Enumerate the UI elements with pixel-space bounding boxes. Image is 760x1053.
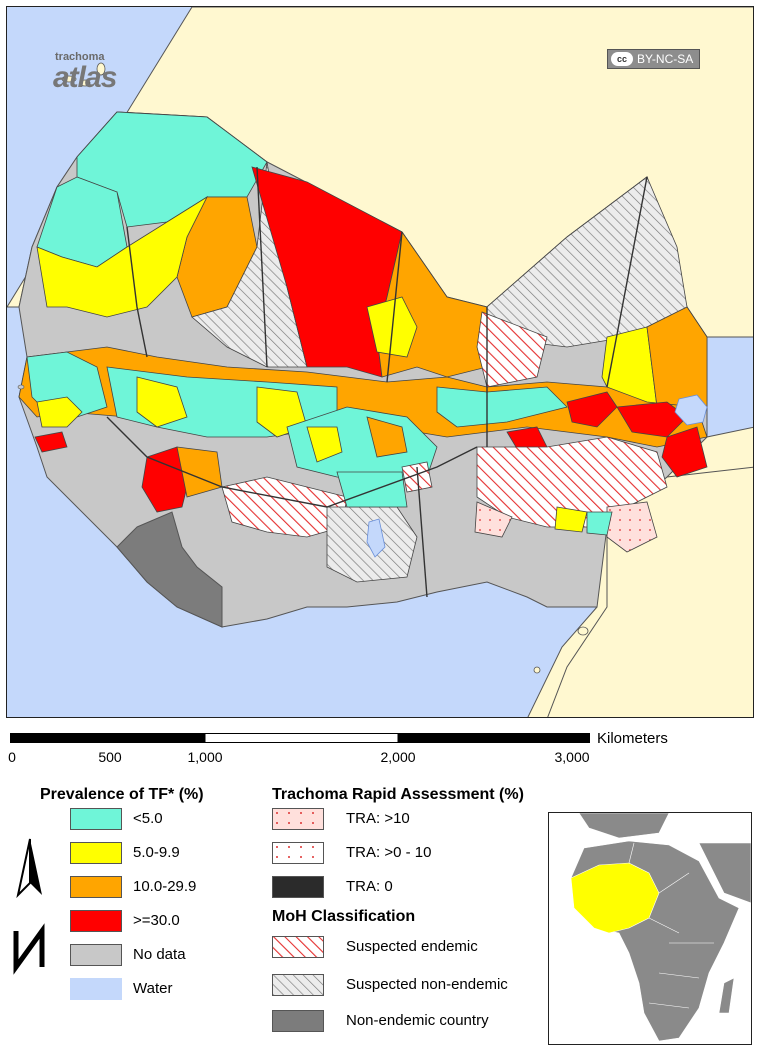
region-ghana-cyan xyxy=(336,471,408,508)
region-nigeria-yellow xyxy=(554,506,588,533)
legend-tf-10-29: 10.0-29.9 xyxy=(133,878,197,895)
legend-tf-no-data: No data xyxy=(133,946,186,963)
license-badge[interactable]: cc BY-NC-SA xyxy=(607,49,701,69)
swatch-5-9 xyxy=(70,842,122,864)
scale-tick-0: 0 xyxy=(8,749,16,765)
region-senegal-yellow xyxy=(36,396,83,428)
region-nigeria-red-3 xyxy=(661,426,708,478)
lake-volta xyxy=(366,518,386,558)
logo-atlas: atlas xyxy=(53,61,117,94)
scale-tick-2000: 2,000 xyxy=(380,749,416,765)
legend-tra-0-10: TRA: >0 - 10 xyxy=(346,844,432,861)
swatch-tra-0-10 xyxy=(272,842,324,864)
legend-tf-gte30: >=30.0 xyxy=(133,912,180,929)
region-nigeria-red-2 xyxy=(616,401,688,438)
scale-tick-500: 500 xyxy=(98,749,122,765)
swatch-water xyxy=(70,978,122,1000)
legend-moh-suspected-endemic: Suspected endemic xyxy=(346,938,478,955)
region-guinea-coast-red xyxy=(34,431,68,453)
region-niger-south-cyan xyxy=(436,386,568,428)
region-mali-south-yellow xyxy=(136,376,188,428)
cc-icon: cc xyxy=(611,52,633,66)
swatch-suspected-endemic xyxy=(272,936,324,958)
non-endemic-liberia xyxy=(116,511,223,628)
region-burkina-yellow xyxy=(306,426,343,463)
region-mauritania-south xyxy=(36,195,208,318)
scale-bar xyxy=(10,733,590,743)
map-frame[interactable]: trachoma atlas cc BY-NC-SA xyxy=(6,6,754,718)
legend-moh-non-endemic-country: Non-endemic country xyxy=(346,1012,489,1029)
gulf-islands xyxy=(533,626,589,674)
swatch-tra-0 xyxy=(272,876,324,898)
cape-verde xyxy=(17,384,25,390)
region-nigeria-red-1 xyxy=(566,391,618,428)
legend-tf-5-9: 5.0-9.9 xyxy=(133,844,180,861)
swatch-10-29 xyxy=(70,876,122,898)
legend-tra-0: TRA: 0 xyxy=(346,878,393,895)
canary-islands xyxy=(61,62,106,87)
inset-africa xyxy=(549,813,751,1044)
legend-tf-title: Prevalence of TF* (%) xyxy=(40,786,204,803)
north-arrow-icon xyxy=(13,838,45,975)
country-borders xyxy=(106,166,648,598)
swatch-no-data xyxy=(70,944,122,966)
swatch-gte30 xyxy=(70,910,122,932)
swatch-suspected-non-endemic xyxy=(272,974,324,996)
inset-map xyxy=(548,812,752,1045)
region-nigeria-cyan xyxy=(586,511,613,536)
scale-unit: Kilometers xyxy=(597,730,668,747)
region-niger-agadez-hatch xyxy=(476,311,548,388)
scale-tick-1000: 1,000 xyxy=(187,749,223,765)
legend-tra-title: Trachoma Rapid Assessment (%) xyxy=(272,786,524,803)
lake-chad xyxy=(674,394,708,426)
license-text: BY-NC-SA xyxy=(637,52,694,66)
legend-tra-gt10: TRA: >10 xyxy=(346,810,410,827)
legend-tf-lt5: <5.0 xyxy=(133,810,163,827)
legend-tf-water: Water xyxy=(133,980,173,997)
region-benin-hatch xyxy=(401,461,433,493)
legend-moh-suspected-non-endemic: Suspected non-endemic xyxy=(346,976,508,993)
map-canvas[interactable] xyxy=(7,7,754,718)
logo-trachoma: trachoma xyxy=(55,51,105,63)
swatch-lt5 xyxy=(70,808,122,830)
swatch-tra-gt10 xyxy=(272,808,324,830)
region-burkina-orange xyxy=(366,416,408,458)
swatch-non-endemic-country xyxy=(272,1010,324,1032)
scale-tick-3000: 3,000 xyxy=(554,749,590,765)
legend-moh-title: MoH Classification xyxy=(272,908,416,925)
region-nigeria-dots-2 xyxy=(474,501,513,538)
